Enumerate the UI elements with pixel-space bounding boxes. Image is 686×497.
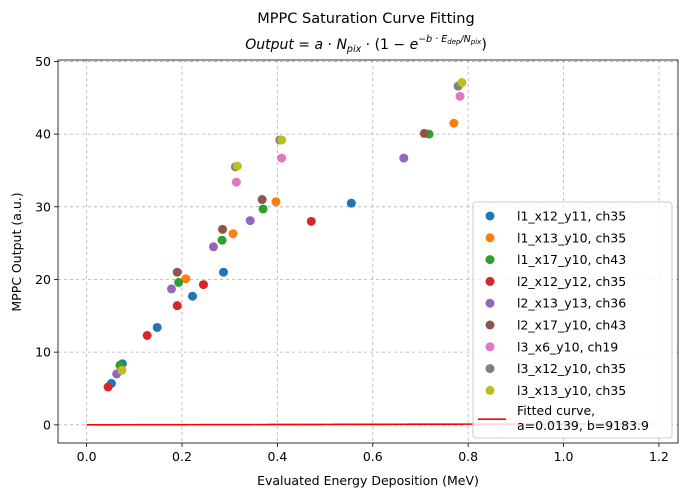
chart-title: MPPC Saturation Curve Fitting (257, 11, 474, 27)
legend-label: l1_x12_y11, ch35 (517, 209, 626, 224)
data-point (174, 277, 184, 287)
data-point (306, 216, 316, 226)
data-point (257, 195, 267, 205)
data-point (152, 322, 162, 332)
legend-marker (485, 233, 495, 243)
x-tick-label: 0.6 (363, 449, 383, 464)
y-tick-label: 10 (35, 345, 51, 360)
x-tick-label: 1.2 (649, 449, 669, 464)
legend-label: l3_x13_y10, ch35 (517, 383, 626, 398)
data-point (172, 301, 182, 311)
legend-marker (485, 342, 495, 352)
data-point (181, 274, 191, 284)
data-point (228, 229, 238, 239)
formula-equals: = (294, 37, 315, 53)
x-axis-label: Evaluated Energy Deposition (MeV) (257, 473, 479, 488)
data-point (277, 153, 287, 163)
y-axis-label: MPPC Output (a.u.) (9, 192, 24, 311)
legend-marker (485, 385, 495, 395)
data-point (198, 280, 208, 290)
legend-marker (485, 320, 495, 330)
data-point (277, 135, 287, 145)
formula-e: e (410, 37, 419, 53)
formula-dot-2: · (1 − (361, 37, 409, 53)
x-tick-label: 0.4 (267, 449, 287, 464)
legend-fit-label: Fitted curve, (517, 403, 595, 418)
legend-marker (485, 298, 495, 308)
data-point (142, 330, 152, 340)
y-tick-label: 0 (43, 417, 51, 432)
legend-label: l1_x13_y10, ch35 (517, 230, 626, 245)
legend-marker (485, 276, 495, 286)
data-point (231, 177, 241, 187)
data-point (245, 216, 255, 226)
y-ticks: 0 10 20 30 40 50 (35, 54, 58, 432)
formula-a: a (314, 37, 323, 53)
legend-items: l1_x12_y11, ch35 l1_x13_y10, ch35 l1_x17_y… (478, 209, 649, 433)
data-point (208, 242, 218, 252)
legend-label: l3_x12_y10, ch35 (517, 361, 626, 376)
y-tick-label: 20 (35, 272, 51, 287)
data-point (399, 153, 409, 163)
data-point (346, 198, 356, 208)
formula-lhs: Output (245, 37, 294, 53)
legend-marker (485, 211, 495, 221)
data-point (218, 224, 228, 234)
plot-frame (57, 59, 679, 444)
legend-marker (485, 255, 495, 265)
x-tick-label: 0.2 (172, 449, 192, 464)
x-tick-label: 0.8 (458, 449, 478, 464)
data-point (457, 78, 467, 88)
formula-exponent: −b · E (418, 34, 447, 45)
formula-npix: N (336, 37, 347, 53)
data-point (167, 284, 177, 294)
formula-exponent-sub: dep (447, 38, 461, 46)
data-point (187, 291, 197, 301)
y-tick-label: 30 (35, 199, 51, 214)
legend-fit-label: a=0.0139, b=9183.9 (517, 418, 649, 433)
legend-frame (472, 201, 673, 439)
data-point (419, 128, 429, 138)
data-point (103, 382, 113, 392)
data-point (449, 118, 459, 128)
data-point (172, 267, 182, 277)
legend-label: l3_x6_y10, ch19 (517, 339, 618, 354)
formula-exponent-slash: /N (459, 34, 470, 45)
formula-dot: · (323, 37, 336, 53)
data-point (218, 267, 228, 277)
y-tick-label: 40 (35, 127, 51, 142)
formula-exponent-sub-2: pix (470, 38, 482, 46)
data-point (117, 365, 127, 375)
data-point (258, 204, 268, 214)
data-point (217, 235, 227, 245)
x-ticks: 0.0 0.2 0.4 0.6 0.8 1.0 1.2 (77, 443, 669, 464)
legend-label: l2_x13_y13, ch36 (517, 296, 626, 311)
data-point (455, 91, 465, 101)
chart-formula: Output = a · Npix · (1 − e−b · Edep/Npix… (245, 34, 487, 55)
legend-label: l2_x17_y10, ch43 (517, 318, 626, 333)
data-point (271, 197, 281, 207)
legend-label: l2_x12_y12, ch35 (517, 274, 626, 289)
legend-marker (485, 364, 495, 374)
legend-label: l1_x17_y10, ch43 (517, 252, 626, 267)
data-points (103, 78, 467, 392)
formula-npix-sub: pix (346, 44, 362, 55)
x-tick-label: 1.0 (554, 449, 574, 464)
x-tick-label: 0.0 (77, 449, 97, 464)
y-tick-label: 50 (35, 54, 51, 69)
data-point (232, 161, 242, 171)
legend: l1_x12_y11, ch35 l1_x13_y10, ch35 l1_x17_y… (472, 201, 673, 439)
formula-close: ) (481, 37, 486, 53)
